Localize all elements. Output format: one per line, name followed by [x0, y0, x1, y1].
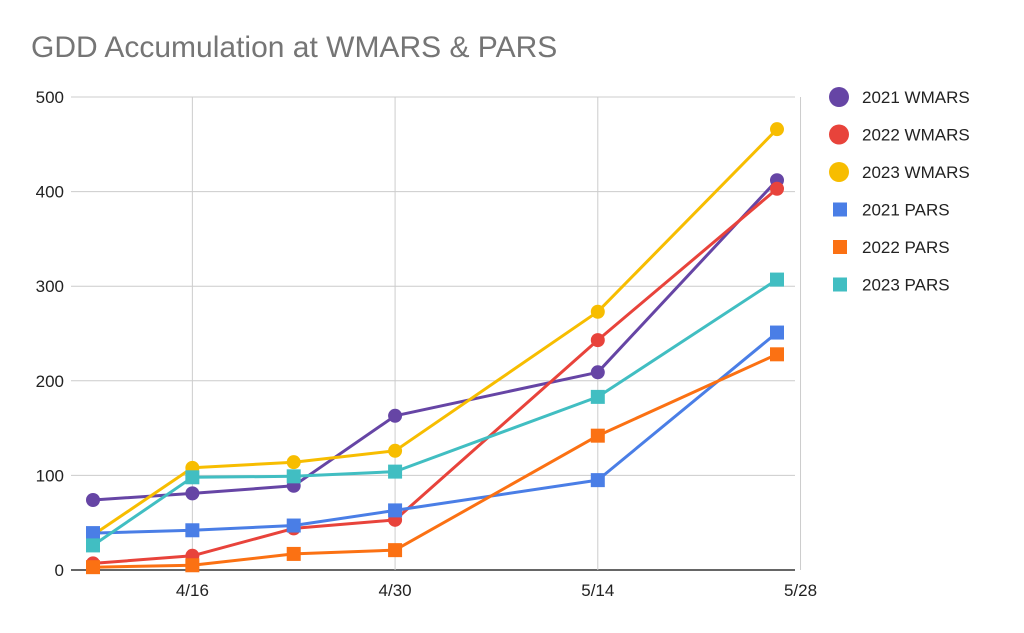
- y-axis-ticks: 0 100 200 300 400 500: [36, 88, 64, 580]
- data-point: [185, 558, 200, 573]
- legend-label: 2022 WMARS: [862, 126, 970, 145]
- data-point: [590, 304, 605, 319]
- legend-marker-square: [833, 277, 847, 292]
- data-point: [185, 486, 200, 501]
- legend-item: 2022 PARS: [833, 238, 950, 257]
- series-line: [92, 331, 778, 535]
- legend-item: 2021 WMARS: [829, 87, 970, 107]
- legend-item: 2022 WMARS: [829, 124, 970, 145]
- data-point: [286, 518, 301, 533]
- x-tick-label: 5/28: [784, 581, 817, 600]
- chart-title: GDD Accumulation at WMARS & PARS: [31, 31, 557, 64]
- legend-label: 2023 PARS: [862, 276, 950, 295]
- data-point: [286, 455, 301, 470]
- data-point: [590, 333, 605, 348]
- legend-marker-circle: [829, 162, 849, 182]
- data-point: [388, 543, 403, 558]
- y-tick-label: 400: [36, 183, 64, 202]
- data-point: [388, 408, 403, 423]
- plot-area: [86, 122, 784, 575]
- y-tick-label: 100: [36, 466, 64, 485]
- y-tick-label: 0: [55, 561, 64, 580]
- x-tick-label: 4/30: [379, 581, 412, 600]
- grid: [71, 96, 802, 571]
- legend-label: 2021 PARS: [862, 201, 950, 220]
- legend-label: 2021 WMARS: [862, 88, 970, 107]
- legend-marker-square: [833, 202, 847, 217]
- data-point: [86, 492, 100, 507]
- data-point: [388, 443, 403, 458]
- x-axis-ticks: 4/16 4/30 5/14 5/28: [176, 581, 817, 600]
- data-point: [770, 325, 784, 340]
- series-2021-wmars: [86, 173, 784, 507]
- data-point: [388, 464, 403, 479]
- data-point: [388, 503, 403, 518]
- data-point: [770, 347, 784, 362]
- data-point: [185, 470, 200, 485]
- legend: 2021 WMARS 2022 WMARS 2023 WMARS 2021 PARS 2…: [829, 87, 970, 295]
- x-tick-label: 4/16: [176, 581, 209, 600]
- series-line: [92, 278, 778, 547]
- data-point: [86, 560, 100, 575]
- data-point: [590, 365, 605, 380]
- legend-marker-square: [833, 240, 847, 254]
- data-point: [770, 272, 784, 287]
- y-tick-label: 500: [36, 88, 64, 107]
- data-point: [286, 469, 301, 484]
- legend-marker-circle: [829, 124, 849, 145]
- series-2022-wmars: [86, 181, 784, 571]
- y-tick-label: 200: [36, 372, 64, 391]
- legend-item: 2023 PARS: [833, 276, 950, 295]
- y-tick-label: 300: [36, 277, 64, 296]
- series-line: [92, 179, 779, 502]
- legend-item: 2021 PARS: [833, 201, 950, 220]
- legend-item: 2023 WMARS: [829, 162, 970, 182]
- series-2023-pars: [86, 272, 784, 553]
- series-line: [92, 128, 779, 537]
- legend-label: 2022 PARS: [862, 238, 950, 257]
- data-point: [286, 546, 301, 561]
- x-tick-label: 5/14: [581, 581, 614, 600]
- data-point: [185, 523, 200, 538]
- data-point: [86, 526, 100, 541]
- data-point: [770, 122, 784, 137]
- data-point: [590, 473, 605, 488]
- data-point: [86, 538, 100, 553]
- legend-label: 2023 WMARS: [862, 163, 970, 182]
- series-line: [92, 187, 778, 565]
- series-2021-pars: [86, 325, 784, 541]
- legend-marker-circle: [829, 87, 849, 107]
- data-point: [590, 428, 605, 443]
- data-point: [770, 181, 784, 196]
- series-line: [92, 352, 778, 569]
- series-2022-pars: [86, 347, 784, 575]
- data-point: [590, 389, 605, 404]
